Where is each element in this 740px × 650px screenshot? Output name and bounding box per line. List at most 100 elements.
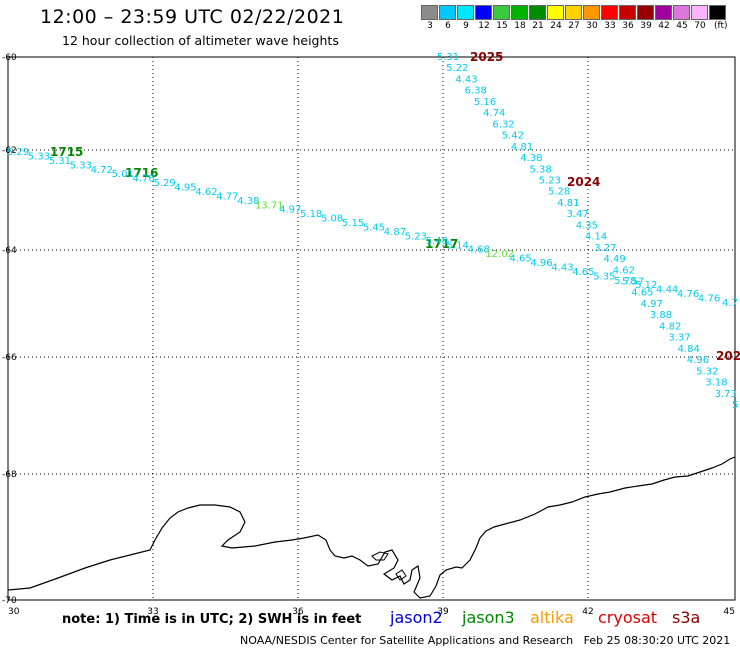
legend-swatch xyxy=(547,5,564,20)
wave-height-value: 12.02 xyxy=(485,249,514,260)
wave-height-value: 3.47 xyxy=(566,209,588,220)
wave-height-value: 4.97 xyxy=(641,299,663,310)
lon-tick-label: 33 xyxy=(147,607,158,617)
legend-swatch xyxy=(529,5,546,20)
satellite-altika: altika xyxy=(530,608,574,627)
timestamp-text: Feb 25 08:30:20 UTC 2021 xyxy=(583,634,731,647)
wave-height-value: 13.71 xyxy=(255,200,284,211)
lon-tick-label: 30 xyxy=(8,607,20,617)
wave-height-value: 4.97 xyxy=(279,205,301,216)
legend-label: 27 xyxy=(568,21,580,31)
lat-tick-label: -68 xyxy=(2,470,17,480)
map-frame xyxy=(7,56,736,601)
wave-height-value: 5.14 xyxy=(447,240,469,251)
lat-tick-label: -60 xyxy=(2,53,17,63)
legend-swatch xyxy=(565,5,582,20)
wave-height-value: 5.35 xyxy=(593,271,615,282)
wave-height-value: 5.16 xyxy=(474,97,496,108)
wave-height-value: 5.12 xyxy=(635,280,657,291)
legend-label: 33 xyxy=(604,21,616,31)
legend-label: 21 xyxy=(532,21,544,31)
legend-label: 6 xyxy=(445,21,451,31)
wave-height-value: 4.35 xyxy=(576,220,598,231)
legend-swatch xyxy=(457,5,474,20)
coast-island xyxy=(395,569,407,581)
satellite-jason3: jason3 xyxy=(462,608,515,627)
wave-height-value: 5.29 xyxy=(153,178,175,189)
wave-height-value: 4.43 xyxy=(551,262,573,273)
wave-height-value: 4.72 xyxy=(91,165,113,176)
legend-label: 45 xyxy=(676,21,688,31)
wave-height-value: 4.77 xyxy=(216,191,238,202)
lat-tick-label: -70 xyxy=(2,596,17,606)
footer-note: note: 1) Time is in UTC; 2) SWH is in fe… xyxy=(62,612,362,627)
wave-height-value: 4.95 xyxy=(174,183,196,194)
wave-height-value: 4.65 xyxy=(631,288,653,299)
wave-height-value: 5.33 xyxy=(70,160,92,171)
legend-swatch xyxy=(583,5,600,20)
wave-height-value: 3.27 xyxy=(594,243,616,254)
wave-height-value: 4.44 xyxy=(656,285,678,296)
legend-label: 9 xyxy=(463,21,469,31)
legend-swatch xyxy=(709,5,726,20)
legend-label: 12 xyxy=(478,21,490,31)
wave-height-value: 5.31 xyxy=(437,52,459,63)
wave-height-value: 4.62 xyxy=(195,187,217,198)
legend-label: 39 xyxy=(640,21,652,31)
footer-credit: NOAA/NESDIS Center for Satellite Applica… xyxy=(240,634,730,647)
color-legend xyxy=(421,5,727,20)
legend-label: 18 xyxy=(514,21,526,31)
track-id-label: 1717 xyxy=(425,237,458,251)
legend-label: 24 xyxy=(550,21,562,31)
legend-label: 42 xyxy=(658,21,670,31)
wave-height-value: 4.96 xyxy=(687,355,709,366)
lon-tick-label: 45 xyxy=(724,607,735,617)
lon-tick-label: 42 xyxy=(582,607,593,617)
wave-height-value: 3.37 xyxy=(668,333,690,344)
wave-height-value: 5.32 xyxy=(696,366,718,377)
wave-height-value: 4.38 xyxy=(520,153,542,164)
track-id-label: 2025 xyxy=(470,50,503,64)
satellite-jason2: jason2 xyxy=(390,608,443,627)
wave-height-value: 5.31 xyxy=(49,156,71,167)
wave-height-value: 5.78 xyxy=(614,276,636,287)
legend-swatch xyxy=(673,5,690,20)
track-id-label: 202 xyxy=(716,349,740,363)
wave-height-value: 4.76 xyxy=(133,174,155,185)
wave-height-value: 4.43 xyxy=(455,74,477,85)
wave-height-value: 3.18 xyxy=(705,378,727,389)
wave-height-value: 5.42 xyxy=(502,131,524,142)
wave-height-value: 4.96 xyxy=(530,258,552,269)
wave-height-value: 4.38 xyxy=(237,196,259,207)
legend-label: 36 xyxy=(622,21,634,31)
wave-height-value: 5.01 xyxy=(112,169,134,180)
wave-height-value: 5.28 xyxy=(548,187,570,198)
coast-island xyxy=(371,551,389,561)
wave-height-value: 5.33 xyxy=(28,151,50,162)
wave-height-value: 4.82 xyxy=(659,321,681,332)
wave-height-value: 4.62 xyxy=(613,265,635,276)
legend-swatch xyxy=(655,5,672,20)
wave-height-value: 5.22 xyxy=(446,63,468,74)
wave-height-value: 5 xyxy=(732,400,738,411)
track-id-label: 1716 xyxy=(125,166,158,180)
legend-label: 15 xyxy=(496,21,508,31)
wave-height-value: 5.18 xyxy=(300,209,322,220)
wave-height-value: 5.57 xyxy=(622,277,644,288)
track-id-label: 1715 xyxy=(50,145,83,159)
wave-height-value: 4.7 xyxy=(722,298,738,309)
wave-height-value: 4.49 xyxy=(604,254,626,265)
legend-label: 70 xyxy=(694,21,706,31)
color-legend-labels: 3 6 9 12 15 18 21 24 27 30 33 36 39 42 45 70 xyxy=(421,21,727,31)
legend-swatch xyxy=(637,5,654,20)
page-title: 12:00 – 23:59 UTC 02/22/2021 xyxy=(40,6,345,28)
wave-height-value: 4.87 xyxy=(384,227,406,238)
wave-height-value: 5.23 xyxy=(405,231,427,242)
legend-label: 30 xyxy=(586,21,598,31)
wave-height-value: 5.08 xyxy=(321,214,343,225)
wave-height-value: 4.81 xyxy=(557,198,579,209)
legend-swatch xyxy=(493,5,510,20)
wave-height-value: 4.68 xyxy=(468,245,490,256)
wave-height-value: 5.38 xyxy=(529,164,551,175)
legend-label: 3 xyxy=(427,21,433,31)
